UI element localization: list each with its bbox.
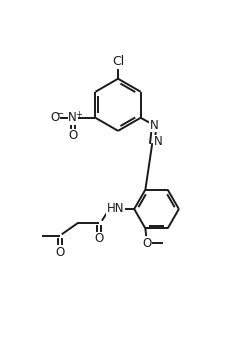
Text: O: O (94, 232, 104, 245)
Text: −: − (56, 109, 64, 119)
Text: Cl: Cl (112, 55, 124, 68)
Text: O: O (142, 237, 150, 250)
Text: O: O (68, 129, 77, 142)
Text: O: O (50, 111, 60, 124)
Text: O: O (55, 246, 64, 259)
Text: N: N (149, 119, 158, 132)
Text: N: N (153, 135, 162, 148)
Text: +: + (74, 110, 81, 119)
Text: N: N (68, 111, 77, 124)
Text: HN: HN (106, 202, 124, 215)
